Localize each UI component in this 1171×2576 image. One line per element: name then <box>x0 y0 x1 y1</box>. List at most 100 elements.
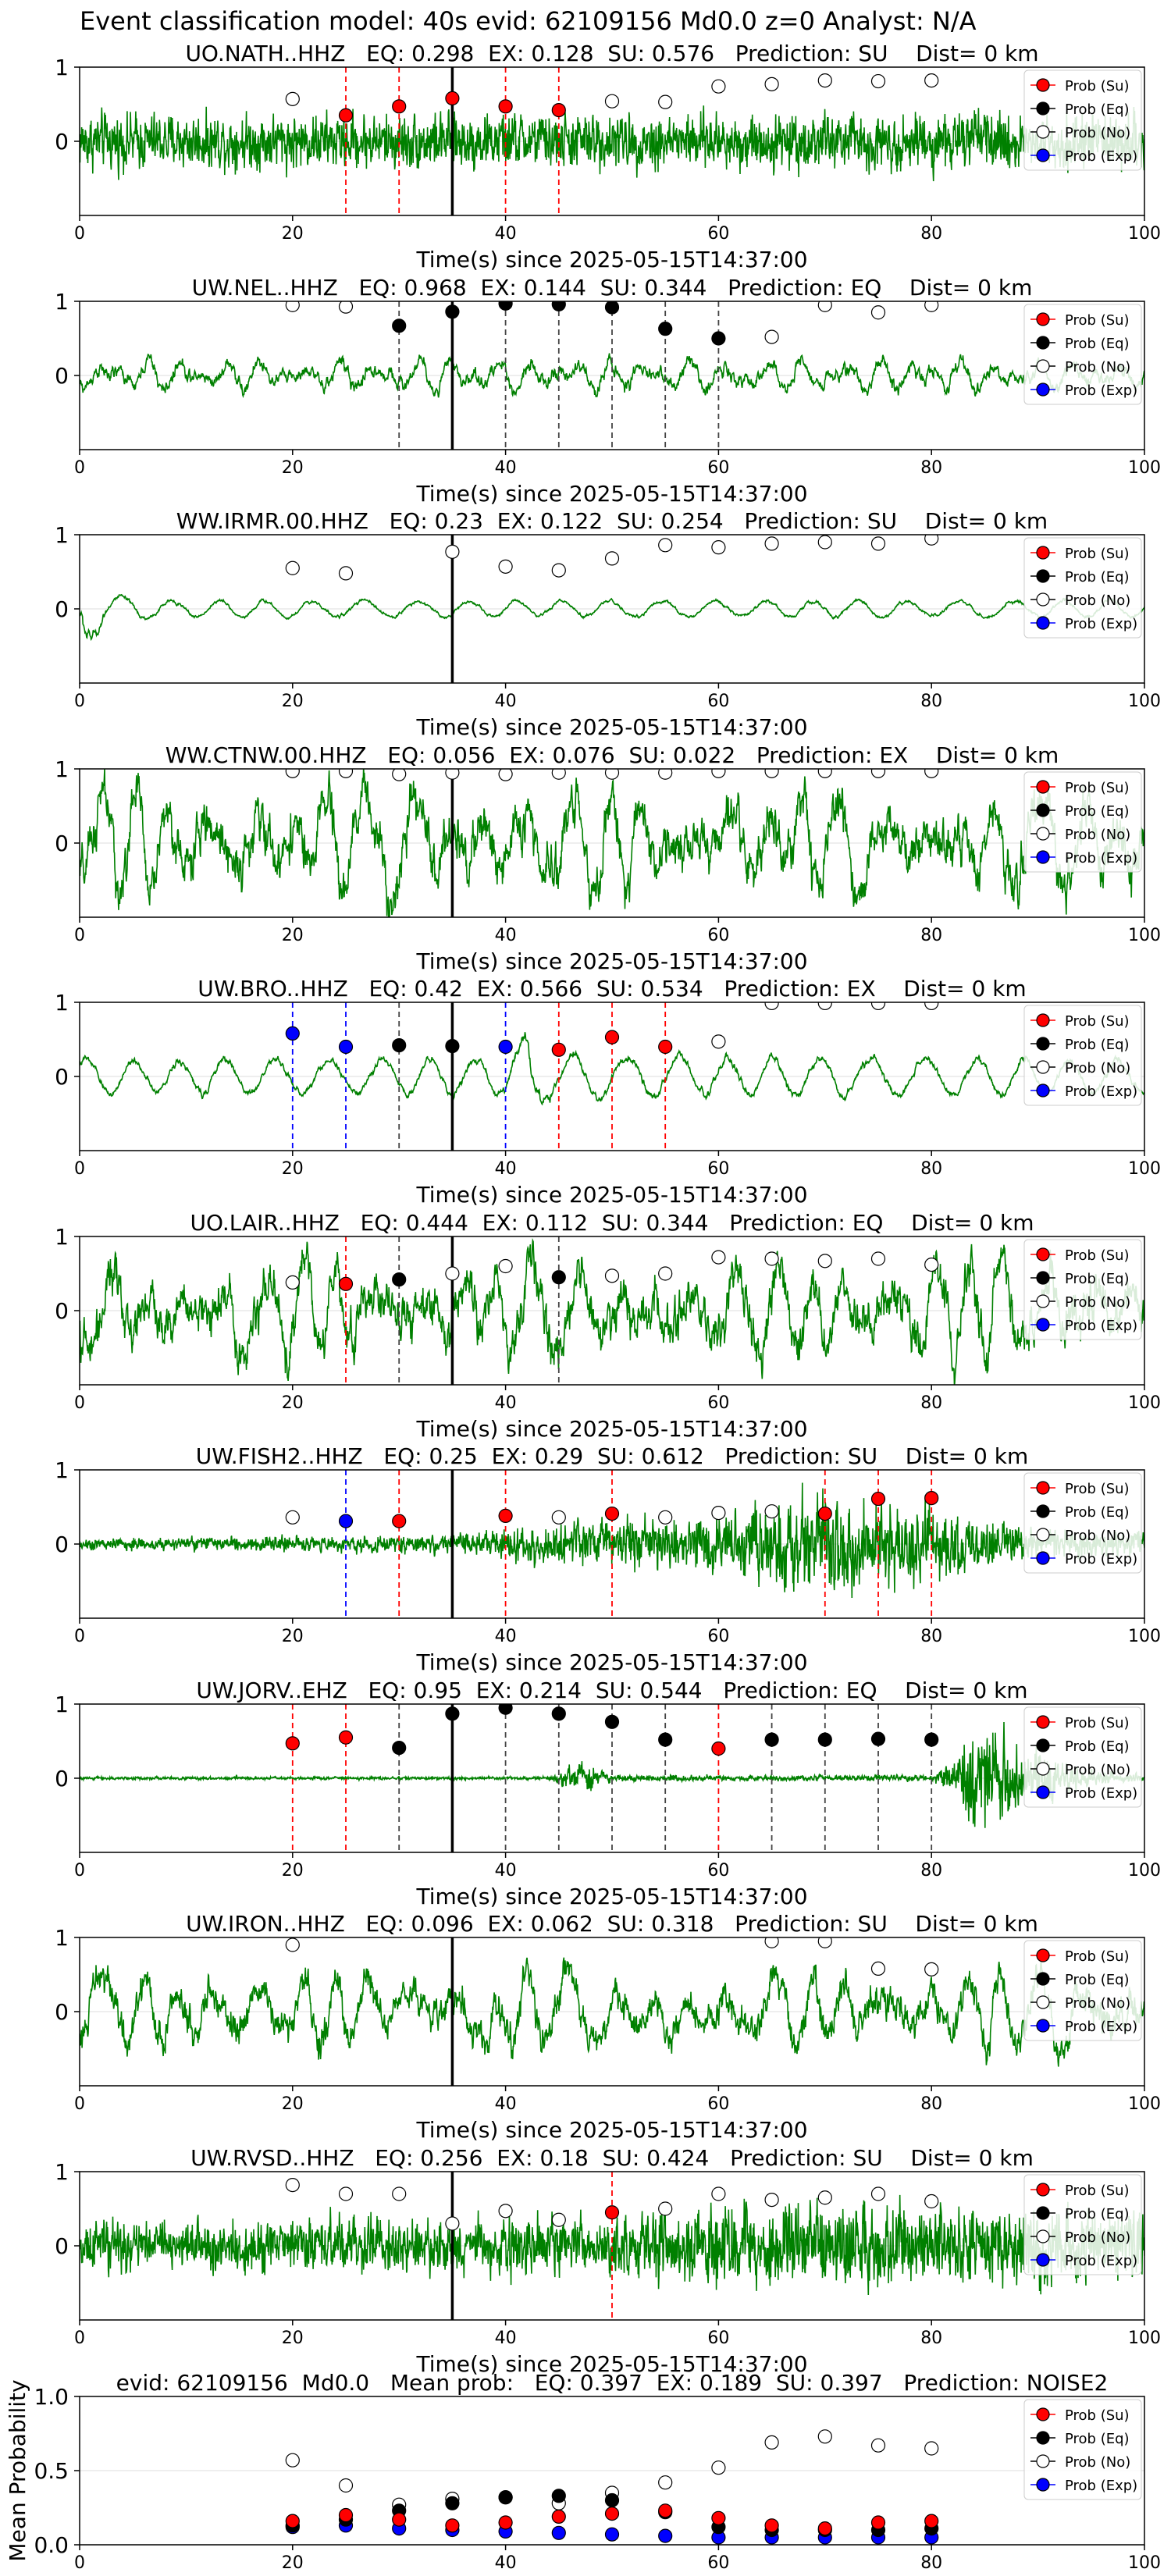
point-eq <box>658 322 673 336</box>
point-exp <box>285 1026 300 1041</box>
point-su <box>338 2507 354 2523</box>
y-tick-label: 1 <box>55 2159 69 2185</box>
x-tick-label: 20 <box>282 458 304 478</box>
x-tick-label: 20 <box>282 692 304 711</box>
point-eq <box>604 2492 620 2508</box>
x-tick-label: 0 <box>74 926 85 945</box>
x-tick-label: 20 <box>282 2553 304 2573</box>
legend-box <box>1023 2399 1142 2500</box>
point-no <box>392 769 407 781</box>
y-tick-label: 0 <box>55 363 69 389</box>
point-no <box>870 536 886 551</box>
point-eq <box>870 1731 886 1746</box>
point-no <box>658 769 673 780</box>
legend-marker-eq <box>1036 1037 1050 1051</box>
point-no <box>551 769 566 780</box>
y-tick-label: 0 <box>55 1298 69 1324</box>
point-no <box>764 329 779 344</box>
point-su <box>604 2507 620 2521</box>
x-tick-label: 0 <box>74 1861 85 1880</box>
point-no <box>711 1505 726 1521</box>
point-no <box>445 769 460 780</box>
legend-label-exp: Prob (Exp) <box>1065 850 1137 866</box>
legend-box <box>1023 537 1142 639</box>
x-tick-label: 80 <box>920 224 942 244</box>
point-eq <box>392 1740 407 1756</box>
legend-box <box>1023 1472 1142 1574</box>
x-tick-label: 40 <box>495 1627 517 1646</box>
plot-area <box>80 1470 1144 1618</box>
legend-label-eq: Prob (Eq) <box>1065 1037 1130 1053</box>
point-no <box>285 301 300 312</box>
x-tick-label: 20 <box>282 926 304 945</box>
legend-marker-no <box>1036 1294 1050 1308</box>
legend-marker-su <box>1036 2183 1050 2197</box>
point-su <box>658 2503 673 2518</box>
x-tick-label: 60 <box>707 2094 729 2114</box>
legend-marker-no <box>1036 1762 1050 1776</box>
legend-marker-su <box>1036 546 1050 560</box>
legend-marker-su <box>1036 312 1050 326</box>
point-su <box>551 2509 566 2524</box>
legend-label-exp: Prob (Exp) <box>1065 1785 1137 1802</box>
x-tick-label: 20 <box>282 2094 304 2114</box>
legend-marker-exp <box>1036 1551 1050 1565</box>
waveform-trace <box>80 769 1144 917</box>
point-no <box>764 1504 779 1519</box>
point-no <box>817 1254 832 1268</box>
legend-marker-no <box>1036 827 1050 841</box>
point-su <box>285 2514 300 2528</box>
point-su <box>338 1276 354 1291</box>
point-no <box>338 2478 354 2493</box>
legend-label-su: Prob (Su) <box>1065 78 1130 94</box>
waveform-trace <box>80 105 1144 182</box>
legend-marker-exp <box>1036 1785 1050 1799</box>
legend-label-exp: Prob (Exp) <box>1065 1083 1137 1100</box>
point-eq <box>392 1037 407 1053</box>
legend-box <box>1023 1706 1142 1808</box>
point-no <box>924 2194 939 2209</box>
point-su <box>764 2518 779 2533</box>
x-tick-label: 100 <box>1128 692 1161 711</box>
legend-label-exp: Prob (Exp) <box>1065 148 1137 165</box>
x-tick-label: 60 <box>707 1861 729 1880</box>
x-axis-label: Time(s) since 2025-05-15T14:37:00 <box>415 714 807 740</box>
plot-area <box>80 1937 1144 2086</box>
legend-marker-exp <box>1036 382 1050 397</box>
y-tick-label: 1 <box>55 522 69 548</box>
point-eq <box>445 1038 460 1054</box>
point-no <box>924 535 939 546</box>
point-eq <box>392 318 407 333</box>
point-no <box>338 301 354 314</box>
legend-label-eq: Prob (Eq) <box>1065 1504 1130 1521</box>
point-su <box>445 2518 460 2533</box>
legend-label-exp: Prob (Exp) <box>1065 2019 1137 2035</box>
legend-label-su: Prob (Su) <box>1065 1013 1130 1030</box>
legend-marker-no <box>1036 2229 1050 2243</box>
point-no <box>604 94 620 109</box>
point-no <box>604 769 620 780</box>
point-no <box>658 1266 673 1281</box>
x-tick-label: 80 <box>920 1393 942 1413</box>
legend-label-eq: Prob (Eq) <box>1065 1738 1130 1755</box>
point-eq <box>924 1732 939 1747</box>
legend-marker-eq <box>1036 101 1050 116</box>
point-no <box>285 1275 300 1290</box>
point-no <box>870 2438 886 2453</box>
x-tick-label: 80 <box>920 2329 942 2348</box>
x-tick-label: 40 <box>495 1159 517 1179</box>
y-tick-label: 0 <box>55 831 69 856</box>
point-su <box>817 2521 832 2536</box>
point-no <box>498 559 513 574</box>
panel-title: UW.RVSD..HHZ EQ: 0.256 EX: 0.18 SU: 0.42… <box>190 2145 1034 2171</box>
legend-marker-exp <box>1036 616 1050 630</box>
y-tick-label: 0 <box>55 1532 69 1557</box>
legend-marker-exp <box>1036 850 1050 864</box>
legend-label-exp: Prob (Exp) <box>1065 1551 1137 1567</box>
legend-label-exp: Prob (Exp) <box>1065 616 1137 632</box>
point-no <box>711 2186 726 2201</box>
legend-label-no: Prob (No) <box>1065 592 1130 609</box>
point-no <box>817 769 832 778</box>
x-tick-label: 80 <box>920 1159 942 1179</box>
point-su <box>445 91 460 106</box>
